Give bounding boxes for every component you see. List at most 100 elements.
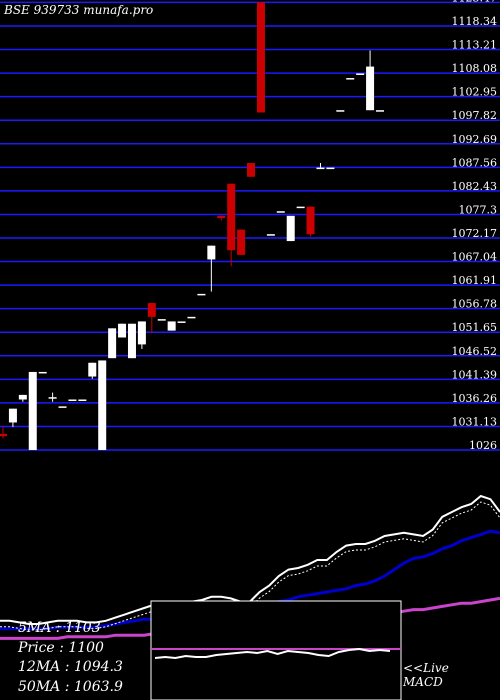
candle xyxy=(296,206,305,209)
candle-body xyxy=(336,110,345,112)
candle xyxy=(8,408,17,428)
price-tick-label: 1123.47 xyxy=(452,0,498,4)
candle xyxy=(237,229,246,255)
candles xyxy=(0,2,384,450)
candle xyxy=(316,163,325,170)
candle xyxy=(256,2,265,113)
candle-body xyxy=(197,293,206,296)
candle-body xyxy=(88,362,97,377)
candle xyxy=(68,399,77,401)
price-tick-label: 1108.08 xyxy=(452,62,498,75)
price-tick-label: 1113.21 xyxy=(452,39,498,52)
price-tick-label: 1087.56 xyxy=(452,156,498,169)
candle-body xyxy=(78,399,87,401)
candle-body xyxy=(127,323,136,359)
candle-body xyxy=(247,163,256,177)
candle-body xyxy=(356,73,365,75)
chart-title: BSE 939733 munafa.pro xyxy=(3,3,153,17)
candle xyxy=(276,211,285,213)
candle xyxy=(227,183,236,267)
candle-body xyxy=(276,211,285,213)
candle xyxy=(197,293,206,296)
candle xyxy=(286,215,295,242)
candle xyxy=(88,362,97,379)
candle-body xyxy=(366,66,375,111)
candle xyxy=(58,406,67,408)
macd-line xyxy=(154,647,391,660)
candle-body xyxy=(98,360,107,450)
candle-body xyxy=(316,167,325,170)
candle xyxy=(38,371,47,374)
candle xyxy=(98,360,107,450)
candle xyxy=(217,215,226,221)
macd-panel xyxy=(150,600,402,700)
candle-body xyxy=(256,2,265,113)
price-tick-label: 1056.78 xyxy=(452,298,498,311)
price-tick-label: 1102.95 xyxy=(452,86,498,99)
candle xyxy=(187,316,196,319)
stats-box: 5MA : 1103 Price : 1100 12MA : 1094.3 50… xyxy=(17,620,123,695)
candle xyxy=(336,110,345,112)
price-tick-label: 1082.43 xyxy=(452,180,498,193)
candle-body xyxy=(68,399,77,401)
candle xyxy=(157,319,166,321)
candle-body xyxy=(167,321,176,331)
candle-body xyxy=(118,323,127,338)
candle xyxy=(247,163,256,177)
candle-body xyxy=(326,167,335,170)
candle xyxy=(108,328,117,359)
candle-body xyxy=(48,397,57,399)
candle-body xyxy=(296,206,305,209)
stat-12ma: 12MA : 1094.3 xyxy=(18,659,123,675)
candle-body xyxy=(58,406,67,408)
candle-body xyxy=(28,371,37,450)
candle-body xyxy=(227,183,236,251)
candle xyxy=(78,399,87,401)
candle-body xyxy=(18,394,27,400)
candle xyxy=(177,321,186,323)
candle-body xyxy=(237,229,246,255)
candle-body xyxy=(137,321,146,345)
candle-body xyxy=(187,316,196,319)
candle-body xyxy=(217,215,226,219)
candle xyxy=(137,321,146,349)
candle-body xyxy=(266,234,275,236)
candle xyxy=(28,371,37,450)
candle xyxy=(266,234,275,236)
candle-body xyxy=(8,408,17,423)
price-tick-label: 1026 xyxy=(469,439,497,452)
candle xyxy=(167,321,176,331)
price-tick-label: 1041.39 xyxy=(452,368,498,381)
price-tick-label: 1051.65 xyxy=(452,321,498,334)
price-tick-label: 1031.13 xyxy=(452,415,498,428)
candle xyxy=(376,110,384,112)
candle xyxy=(207,245,216,292)
candle xyxy=(326,167,335,170)
candle-body xyxy=(0,433,7,437)
stat-price: Price : 1100 xyxy=(17,640,104,656)
macd-frame xyxy=(150,600,402,700)
candle-body xyxy=(207,245,216,260)
price-tick-label: 1061.91 xyxy=(452,274,498,287)
price-tick-label: 1072.17 xyxy=(452,227,498,240)
candle-body xyxy=(376,110,384,112)
candle xyxy=(118,323,127,338)
candle xyxy=(0,427,7,439)
candle xyxy=(48,392,57,402)
candle xyxy=(366,50,375,111)
candle-body xyxy=(286,215,295,242)
candle xyxy=(127,323,136,359)
candle-body xyxy=(306,206,315,235)
macd-label: MACD xyxy=(402,675,443,689)
candle xyxy=(346,78,355,80)
candle xyxy=(306,206,315,237)
stat-50ma: 50MA : 1063.9 xyxy=(18,679,123,695)
price-axis-labels: 1123.47 1118.34 1113.21 1108.08 1102.95 1097.… xyxy=(452,0,498,452)
price-tick-label: 1036.26 xyxy=(452,392,498,405)
price-gridlines xyxy=(0,1,500,451)
price-tick-label: 1077.3 xyxy=(459,203,498,216)
price-tick-label: 1092.69 xyxy=(452,133,498,146)
macd-live-label: <<Live xyxy=(403,661,449,675)
